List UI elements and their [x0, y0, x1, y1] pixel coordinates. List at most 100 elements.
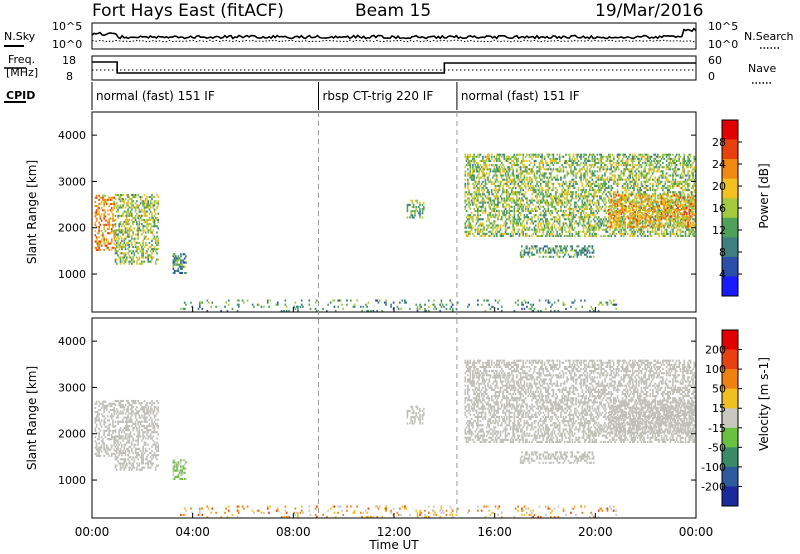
- power-cell: [614, 170, 616, 173]
- power-cell: [662, 184, 664, 187]
- power-cell: [124, 260, 127, 263]
- power-cell: [572, 155, 575, 158]
- power-cell: [693, 204, 696, 207]
- power-cell: [640, 234, 643, 237]
- power-cell: [516, 197, 518, 200]
- nsky-panel-frame: [91, 22, 697, 50]
- power-cell: [609, 228, 611, 231]
- power-cell: [153, 218, 156, 222]
- power-cell: [537, 216, 540, 219]
- power-cell: [534, 220, 537, 223]
- power-cell: [503, 157, 506, 160]
- power-cell: [542, 247, 545, 250]
- power-cell: [600, 159, 603, 162]
- power-cell: [468, 230, 470, 233]
- power-cell: [616, 228, 619, 231]
- power-cell: [646, 157, 649, 160]
- power-cell: [619, 176, 621, 179]
- power-cell: [678, 168, 681, 171]
- power-cell: [630, 180, 633, 183]
- power-cell: [131, 198, 133, 201]
- power-cell: [609, 232, 611, 235]
- power-cell: [191, 305, 194, 308]
- power-cell: [631, 234, 634, 237]
- power-cell: [624, 162, 626, 165]
- power-cell: [499, 174, 502, 177]
- power-cell: [509, 222, 512, 225]
- power-cell: [576, 209, 579, 212]
- power-cell: [687, 166, 689, 169]
- power-cell: [584, 197, 586, 200]
- power-cell: [663, 191, 665, 194]
- power-cell: [631, 166, 634, 169]
- power-cell: [181, 265, 183, 268]
- power-cell: [631, 162, 634, 165]
- power-cell: [600, 166, 603, 169]
- power-cell: [517, 159, 519, 162]
- power-cell: [519, 176, 522, 179]
- power-cell: [153, 237, 156, 240]
- power-cell: [584, 247, 586, 250]
- power-cell: [134, 241, 137, 244]
- power-cell: [127, 252, 129, 255]
- power-cell: [672, 182, 674, 185]
- power-cell: [623, 174, 625, 177]
- power-cell: [521, 162, 523, 165]
- power-cell: [414, 214, 416, 217]
- power-cell: [500, 155, 503, 158]
- power-cell: [571, 207, 574, 210]
- power-cell: [466, 178, 469, 181]
- power-cell: [246, 299, 249, 302]
- power-cell: [663, 197, 665, 200]
- power-cell: [621, 208, 624, 212]
- power-cell: [149, 204, 152, 207]
- power-cell: [182, 265, 185, 268]
- power-cell: [648, 198, 650, 201]
- power-cell: [137, 229, 139, 232]
- power-cell: [129, 210, 132, 213]
- power-cell: [556, 168, 558, 171]
- power-cell: [602, 218, 605, 221]
- power-cell: [500, 199, 503, 202]
- power-cell: [665, 232, 668, 235]
- power-cell: [625, 201, 628, 204]
- power-cell: [144, 243, 147, 247]
- power-cell: [568, 255, 571, 258]
- power-cell: [687, 225, 689, 228]
- power-cell: [667, 193, 669, 196]
- power-cell: [690, 193, 693, 196]
- power-cell: [95, 225, 98, 228]
- power-cell: [584, 249, 586, 252]
- power-cell: [562, 203, 565, 206]
- power-cell: [114, 260, 117, 263]
- power-cell: [625, 178, 628, 181]
- power-cell: [97, 244, 99, 247]
- power-cell: [675, 194, 678, 197]
- power-cell: [572, 178, 575, 181]
- power-cell: [550, 195, 552, 198]
- power-cell: [522, 159, 525, 162]
- power-cell: [641, 222, 644, 225]
- power-cell: [487, 157, 489, 160]
- power-cell: [464, 199, 467, 202]
- power-cell: [127, 248, 129, 251]
- power-cell: [620, 197, 623, 200]
- power-cell: [505, 157, 508, 160]
- power-cell: [99, 217, 102, 220]
- power-cell: [578, 195, 581, 198]
- power-cell: [644, 176, 647, 179]
- power-cell: [580, 253, 582, 256]
- power-cell: [662, 202, 664, 205]
- power-cell: [682, 162, 684, 165]
- nsearch-line: [91, 39, 697, 43]
- power-cell: [473, 234, 475, 237]
- power-cell: [124, 218, 127, 222]
- power-cell: [575, 193, 577, 196]
- power-cell: [688, 199, 691, 202]
- power-cell: [533, 245, 536, 248]
- power-cell: [573, 249, 576, 252]
- power-cell: [653, 200, 655, 203]
- power-cell: [561, 249, 564, 252]
- power-cell: [154, 260, 157, 263]
- power-cell: [513, 180, 516, 183]
